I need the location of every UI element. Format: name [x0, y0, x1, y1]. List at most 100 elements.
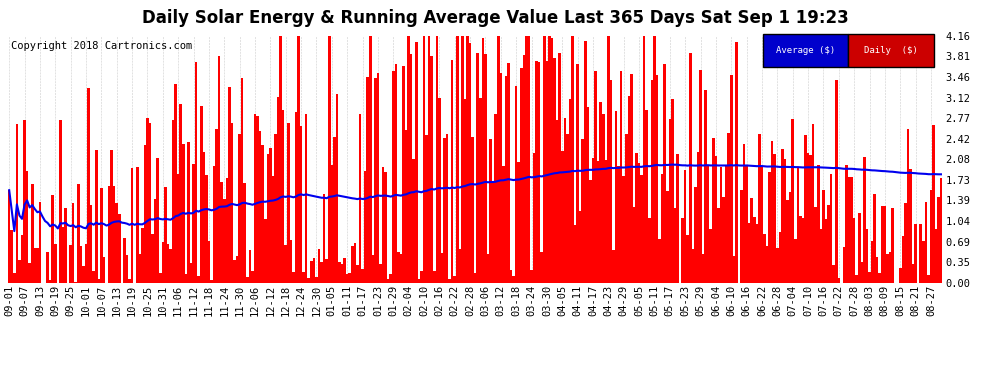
Bar	[594, 71, 597, 283]
Bar	[886, 254, 889, 283]
Bar	[195, 62, 197, 283]
Bar	[538, 62, 541, 283]
Bar	[927, 275, 930, 283]
Bar	[187, 142, 190, 283]
Bar	[166, 244, 169, 283]
Bar	[520, 68, 523, 283]
Bar	[458, 249, 461, 283]
Bar	[448, 279, 450, 283]
Bar	[784, 159, 786, 283]
Bar	[641, 176, 643, 283]
Bar	[123, 238, 126, 283]
Bar	[98, 279, 100, 283]
Bar	[607, 18, 610, 283]
Bar	[369, 18, 371, 283]
Bar	[461, 18, 463, 283]
Bar	[18, 260, 21, 283]
Bar	[153, 200, 156, 283]
Bar	[256, 116, 258, 283]
Bar	[226, 178, 228, 283]
Bar	[444, 138, 446, 283]
Bar	[49, 280, 51, 283]
Bar	[673, 209, 676, 283]
Bar	[715, 156, 717, 283]
Bar	[321, 262, 323, 283]
Bar	[786, 200, 789, 283]
Bar	[597, 161, 599, 283]
Bar	[433, 271, 436, 283]
Bar	[244, 183, 247, 283]
Bar	[141, 228, 144, 283]
Bar	[847, 177, 850, 283]
Bar	[574, 225, 576, 283]
Bar	[11, 230, 13, 283]
Bar	[318, 249, 321, 283]
Bar	[95, 150, 98, 283]
Bar	[392, 70, 395, 283]
Bar	[909, 169, 912, 283]
Bar	[139, 254, 141, 283]
Bar	[587, 107, 589, 283]
Bar	[666, 191, 668, 283]
Bar	[489, 139, 492, 283]
Bar	[453, 276, 456, 283]
Bar	[750, 198, 753, 283]
Text: Copyright 2018 Cartronics.com: Copyright 2018 Cartronics.com	[11, 40, 192, 51]
Bar	[625, 134, 628, 283]
Bar	[533, 153, 536, 283]
Bar	[692, 249, 694, 283]
Bar	[479, 98, 481, 283]
Bar	[269, 148, 271, 283]
Bar	[402, 66, 405, 283]
Bar	[21, 235, 24, 283]
Bar	[728, 132, 730, 283]
Bar	[763, 234, 766, 283]
Bar	[794, 239, 797, 283]
Bar	[938, 196, 940, 283]
Bar	[110, 150, 113, 283]
Bar	[271, 176, 274, 283]
Bar	[463, 99, 466, 283]
Bar	[305, 114, 308, 283]
Bar	[758, 134, 760, 283]
Bar	[561, 151, 563, 283]
Bar	[228, 87, 231, 283]
Bar	[410, 54, 413, 283]
Bar	[712, 138, 715, 283]
Bar	[253, 114, 256, 283]
Bar	[172, 120, 174, 283]
Bar	[505, 76, 507, 283]
Bar	[571, 18, 574, 283]
Bar	[29, 263, 31, 283]
Bar	[842, 248, 845, 283]
Bar	[231, 123, 234, 283]
Bar	[845, 165, 847, 283]
Bar	[326, 259, 328, 283]
Bar	[192, 165, 195, 283]
Bar	[239, 134, 241, 283]
Bar	[284, 245, 287, 283]
Bar	[531, 270, 533, 283]
Bar	[108, 186, 110, 283]
Bar	[781, 149, 784, 283]
Bar	[297, 18, 300, 283]
Bar	[528, 25, 531, 283]
Bar	[87, 87, 90, 283]
Bar	[736, 42, 738, 283]
Bar	[628, 96, 630, 283]
Bar	[236, 256, 239, 283]
Bar	[612, 250, 615, 283]
Bar	[835, 81, 838, 283]
Bar	[400, 254, 402, 283]
Bar	[940, 178, 942, 283]
Bar	[363, 171, 366, 283]
Bar	[500, 73, 502, 283]
Bar	[39, 202, 42, 283]
Bar	[935, 229, 938, 283]
Bar	[702, 254, 704, 283]
Bar	[930, 190, 933, 283]
Bar	[907, 129, 909, 283]
Bar	[812, 124, 815, 283]
Bar	[136, 167, 139, 283]
Bar	[663, 64, 666, 283]
